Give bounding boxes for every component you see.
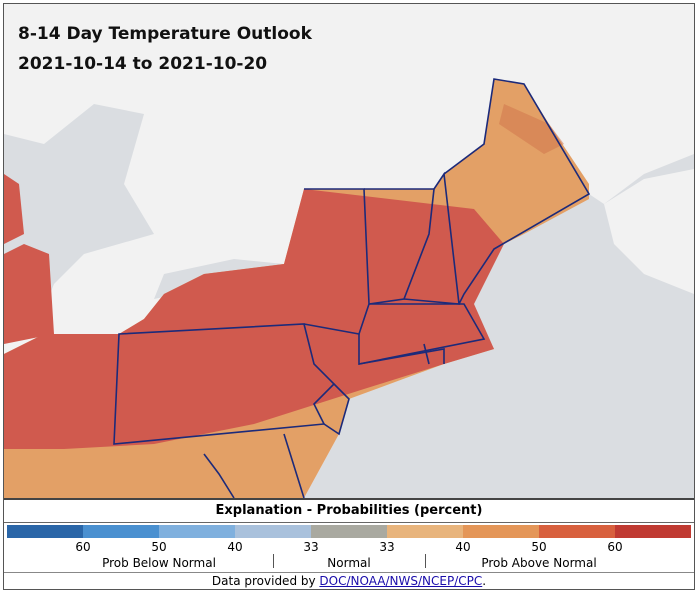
bin-label: 33 [303,540,319,554]
bin-labels: 60 50 40 33 33 40 50 60 [4,538,694,554]
divider [425,554,426,568]
footer-end: . [482,574,487,588]
group-label: Prob Above Normal [481,556,597,570]
group-label: Prob Below Normal [102,556,216,570]
group-label: Normal [327,556,371,570]
swatch [387,525,463,538]
bin-label: 60 [607,540,623,554]
page: 8-14 Day Temperature Outlook 2021-10-14 … [3,3,695,590]
footer: Data provided by DOC/NOAA/NWS/NCEP/CPC. [4,573,694,589]
swatch [311,525,387,538]
swatch [7,525,83,538]
bin-label: 60 [75,540,91,554]
bin-label: 50 [151,540,167,554]
swatches [7,525,691,538]
legend: Explanation - Probabilities (percent) 60… [4,498,694,589]
swatch [159,525,235,538]
date-range: 2021-10-14 to 2021-10-20 [18,54,268,74]
bin-label: 50 [531,540,547,554]
swatch [539,525,615,538]
bin-label: 40 [455,540,471,554]
swatch [235,525,311,538]
map-title: 8-14 Day Temperature Outlook [18,24,312,44]
swatch [615,525,691,538]
group-labels: Prob Below Normal Normal Prob Above Normal [4,554,694,573]
map [4,4,694,498]
bin-label: 33 [379,540,395,554]
swatch [83,525,159,538]
source-link[interactable]: DOC/NOAA/NWS/NCEP/CPC [319,574,483,588]
footer-text: Data provided by [211,574,316,588]
divider [273,554,274,568]
legend-title: Explanation - Probabilities (percent) [4,500,694,523]
swatch [463,525,539,538]
bin-label: 40 [227,540,243,554]
